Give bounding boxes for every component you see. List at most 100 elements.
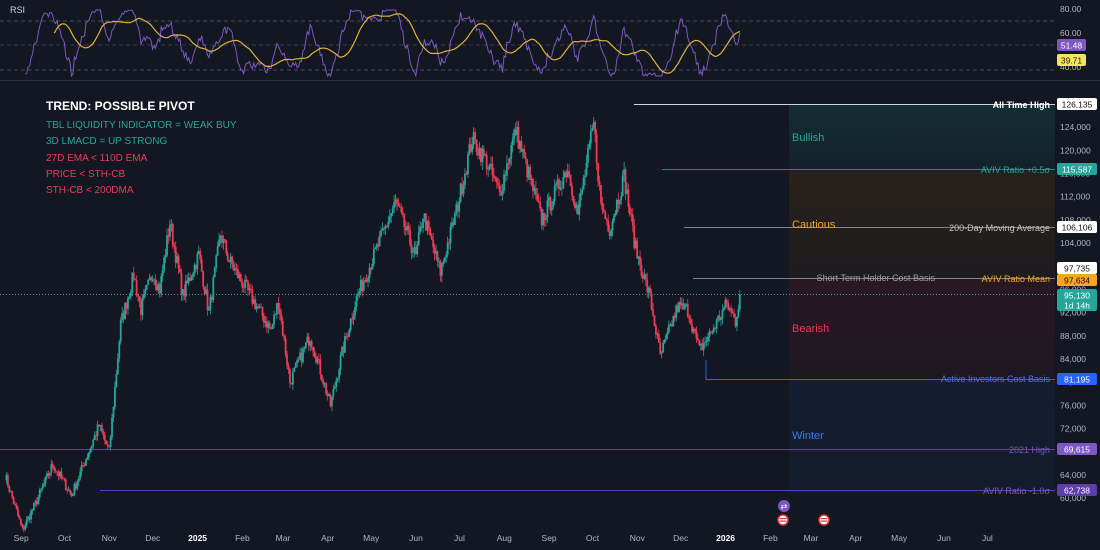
badge-sthcb bbox=[1057, 262, 1097, 274]
rsi-ma-badge bbox=[1057, 54, 1086, 66]
candle-body bbox=[342, 346, 345, 353]
candle-body bbox=[595, 134, 598, 164]
currency-exchange-icon[interactable]: ⇄ bbox=[778, 500, 790, 512]
us-flag-icon[interactable] bbox=[777, 514, 789, 526]
candle-body bbox=[401, 212, 404, 214]
candle-body bbox=[11, 490, 14, 498]
price-tick: 120,000 bbox=[1060, 145, 1091, 155]
candle-body bbox=[124, 302, 126, 320]
candle-body bbox=[37, 497, 40, 505]
price-tick: 72,000 bbox=[1060, 424, 1086, 434]
price-tick: 112,000 bbox=[1060, 192, 1090, 202]
candle-body bbox=[309, 340, 312, 346]
candle-body bbox=[80, 465, 83, 472]
candle-body bbox=[558, 179, 560, 190]
candle-body bbox=[348, 329, 351, 337]
candle-body bbox=[12, 497, 15, 505]
candle-body bbox=[592, 122, 595, 129]
candle-body bbox=[657, 334, 660, 343]
candle-body bbox=[252, 299, 255, 304]
candle-body bbox=[452, 222, 455, 226]
candle-body bbox=[487, 168, 490, 170]
candle-body bbox=[50, 464, 53, 473]
candle-body bbox=[125, 302, 128, 309]
candle-body bbox=[679, 302, 682, 306]
candle-body bbox=[193, 264, 196, 275]
candle-body bbox=[475, 139, 478, 153]
price-tick: 84,000 bbox=[1060, 354, 1086, 364]
candle-body bbox=[41, 486, 44, 489]
candle-body bbox=[219, 235, 222, 240]
candle-body bbox=[397, 204, 400, 207]
candle-body bbox=[210, 296, 213, 301]
trend-line-lmacd: 3D LMACD = UP STRONG bbox=[46, 136, 167, 147]
candle-body bbox=[200, 259, 203, 272]
candle-body bbox=[116, 358, 119, 374]
candle-body bbox=[643, 274, 646, 279]
candle-body bbox=[257, 306, 260, 308]
candle-body bbox=[589, 131, 592, 144]
time-tick: Sep bbox=[542, 533, 557, 543]
candle-body bbox=[352, 315, 355, 320]
candle-body bbox=[186, 280, 189, 284]
candle-body bbox=[727, 302, 730, 310]
candle-body bbox=[127, 298, 129, 309]
candle-body bbox=[250, 288, 252, 291]
candle-body bbox=[440, 263, 443, 276]
candle-body bbox=[497, 182, 500, 186]
candle-body bbox=[30, 510, 32, 520]
candle-body bbox=[669, 324, 672, 326]
candle-body bbox=[443, 257, 446, 263]
candle-body bbox=[644, 274, 647, 280]
candle-body bbox=[138, 296, 141, 302]
candle-body bbox=[666, 331, 669, 336]
candle-body bbox=[144, 289, 147, 295]
candle-body bbox=[46, 473, 48, 477]
candle-body bbox=[503, 174, 505, 191]
price-tick: 108,000 bbox=[1060, 215, 1091, 225]
candle-body bbox=[446, 242, 449, 256]
candle-body bbox=[151, 279, 154, 281]
candle-body bbox=[578, 200, 581, 215]
candle-body bbox=[605, 218, 608, 221]
label-aviv-plus: AVIV Ratio +0.5σ bbox=[981, 165, 1051, 175]
candle-body bbox=[245, 279, 248, 282]
candle-body bbox=[409, 229, 411, 245]
candle-body bbox=[208, 309, 210, 311]
candle-body bbox=[488, 164, 491, 169]
candle-body bbox=[702, 342, 705, 351]
candle-body bbox=[736, 316, 738, 327]
candle-body bbox=[322, 380, 325, 385]
candle-body bbox=[737, 309, 740, 317]
zone-bearish bbox=[789, 279, 1055, 379]
candle-body bbox=[312, 346, 315, 352]
rsi-panel bbox=[0, 0, 1100, 80]
candle-body bbox=[471, 144, 474, 152]
candle-body bbox=[118, 341, 121, 359]
candle-body bbox=[271, 324, 274, 330]
candle-body bbox=[571, 186, 573, 196]
candle-body bbox=[429, 228, 432, 236]
candle-body bbox=[542, 213, 544, 226]
candle-body bbox=[663, 339, 666, 343]
candle-body bbox=[380, 230, 382, 236]
rsi-ma-line bbox=[53, 13, 741, 74]
candle-body bbox=[231, 256, 234, 265]
candle-body bbox=[306, 336, 309, 343]
candle-body bbox=[594, 122, 597, 135]
candle-body bbox=[466, 154, 469, 175]
candle-body bbox=[559, 187, 562, 190]
candle-body bbox=[720, 318, 722, 321]
candle-body bbox=[715, 319, 718, 329]
candle-body bbox=[375, 244, 378, 248]
us-flag-icon[interactable] bbox=[818, 514, 830, 526]
time-tick: Oct bbox=[58, 533, 72, 543]
time-tick: Dec bbox=[145, 533, 161, 543]
candle-body bbox=[381, 229, 384, 231]
price-tick: 104,000 bbox=[1060, 238, 1091, 248]
candle-body bbox=[464, 173, 466, 186]
candle-body bbox=[426, 221, 429, 231]
candle-body bbox=[474, 132, 477, 140]
candle-body bbox=[602, 210, 605, 213]
candle-body bbox=[170, 224, 173, 225]
